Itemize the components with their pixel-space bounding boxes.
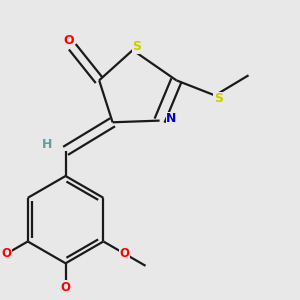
Text: O: O: [64, 34, 74, 46]
Text: S: S: [214, 92, 223, 105]
Text: O: O: [119, 247, 129, 260]
Text: H: H: [42, 138, 52, 151]
Text: O: O: [61, 281, 70, 294]
Text: N: N: [166, 112, 176, 125]
Text: S: S: [132, 40, 141, 53]
Text: O: O: [2, 247, 12, 260]
